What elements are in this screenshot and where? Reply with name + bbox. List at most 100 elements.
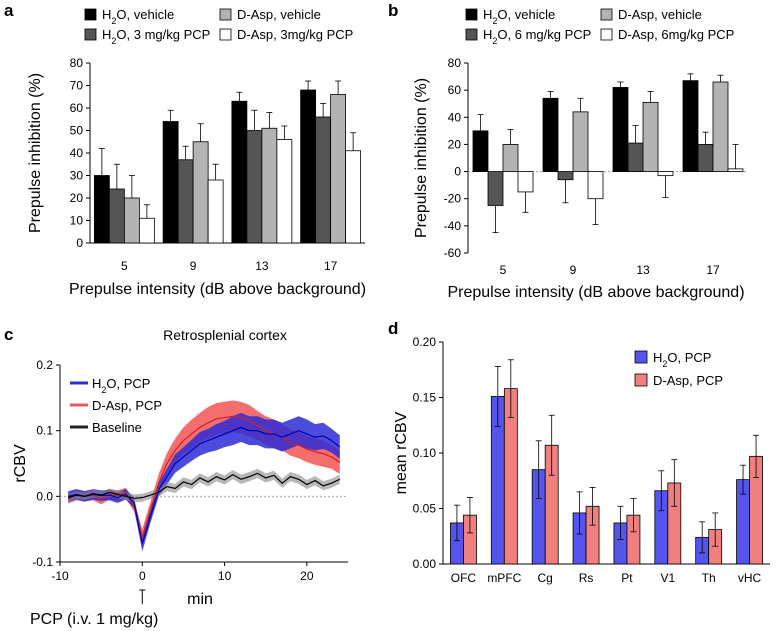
panel-d-category-label: Cg: [538, 571, 553, 585]
panel-a-y-tick-label: 60: [70, 101, 84, 115]
panel-a-y-tick-label: 80: [70, 56, 84, 70]
panel-b-legend-label: D-Asp, 6mg/kg PCP: [618, 27, 734, 42]
panel-c-y-tick-label: 0.1: [36, 424, 53, 438]
panel-d-category-label: mPFC: [487, 571, 521, 585]
panel-b-bar: [613, 87, 628, 171]
panel-a-y-tick-label: 0: [76, 236, 83, 250]
panel-d-legend-label: H2O, PCP: [653, 350, 711, 369]
panel-a-bar: [94, 176, 109, 244]
panel-b-legend-label: D-Asp, vehicle: [618, 7, 702, 22]
panel-d-category-label: V1: [660, 571, 675, 585]
panel-b-category-label: 17: [706, 263, 720, 277]
figure: a bc d010203040506070805 9 13 17Prepulse inte…: [0, 0, 776, 631]
panel-b-y-tick-label: -20: [444, 192, 462, 206]
panel-letter-c: c: [4, 325, 13, 344]
panel-a-y-tick-label: 70: [70, 79, 84, 93]
panel-c-x-label: min: [187, 591, 213, 608]
panel-d-y-tick-label: 0.05: [413, 502, 437, 516]
panel-letter-b: b: [388, 1, 398, 20]
panel-c-legend-label: D-Asp, PCP: [92, 398, 162, 413]
panel-a-legend-swatch: [85, 29, 96, 40]
panel-a-y-tick-label: 20: [70, 191, 84, 205]
panel-b-legend-swatch: [601, 9, 612, 20]
panel-b-bar: [698, 144, 713, 171]
panel-d-y-tick-label: 0.20: [413, 335, 437, 349]
panel-d-category-label: Pt: [621, 571, 633, 585]
panel-b-bar: [518, 172, 533, 192]
panel-b-bar: [558, 172, 573, 180]
panel-a-bar: [178, 160, 193, 243]
panel-b-bar: [658, 172, 673, 176]
panel-b-bar: [543, 98, 558, 171]
panel-a-legend-label: H2O, 3 mg/kg PCP: [102, 27, 210, 46]
panel-d-y-label: mean rCBV: [393, 411, 410, 494]
panel-d-y-tick-label: 0.15: [413, 391, 437, 405]
panel-a-bar: [232, 101, 247, 243]
panel-b-bar: [573, 112, 588, 172]
panel-b-bar: [588, 172, 603, 199]
panel-b-category-label: 13: [636, 263, 650, 277]
panel-a-bar: [163, 122, 178, 244]
panel-a-category-label: 9: [190, 259, 197, 273]
panel-b-bar: [683, 81, 698, 172]
panel-c-x-tick-label: -10: [51, 569, 69, 583]
panel-a-category-label: 17: [324, 259, 338, 273]
panel-a-legend-swatch: [220, 9, 231, 20]
panel-d-category-label: Rs: [579, 571, 594, 585]
panel-b-bar: [728, 169, 743, 172]
panel-c-x-tick-label: 10: [218, 569, 232, 583]
panel-d-legend-swatch: [635, 351, 647, 363]
panel-letter-d: d: [388, 319, 398, 338]
panel-a-bar: [109, 189, 124, 243]
panel-b-category-label: 5: [500, 263, 507, 277]
panel-c-legend-label: Baseline: [92, 420, 142, 435]
panel-b-legend-swatch: [466, 9, 477, 20]
panel-a-category-label: 5: [121, 259, 128, 273]
panel-a-bar: [139, 218, 154, 243]
panel-a-bar: [208, 180, 223, 243]
panel-b-bar: [628, 143, 643, 172]
panel-a-bar: [193, 142, 208, 243]
panel-b-y-tick-label: 60: [448, 83, 462, 97]
panel-a-bar: [262, 128, 277, 243]
panel-c-x-tick-label: 0: [139, 569, 146, 583]
panel-a-y-tick-label: 50: [70, 124, 84, 138]
panel-a-category-label: 13: [255, 259, 269, 273]
panel-letter-a: a: [4, 1, 14, 20]
panel-a-bar: [277, 140, 292, 244]
panel-a-legend-label: D-Asp, 3mg/kg PCP: [237, 27, 353, 42]
panel-a-x-label: Prepulse intensity (dB above background): [69, 281, 366, 298]
panel-b-y-tick-label: 0: [454, 165, 461, 179]
panel-d-category-label: Th: [702, 571, 716, 585]
panel-c-y-tick-label: 0.0: [36, 489, 53, 503]
panel-b-bar: [488, 172, 503, 206]
panel-c-y-tick-label: 0.2: [36, 358, 53, 372]
panel-c-legend-label: H2O, PCP: [92, 376, 150, 395]
panel-c-y-tick-label: -0.1: [32, 555, 53, 569]
panel-a-bar: [124, 198, 139, 243]
panel-c-annotation: PCP (i.v. 1 mg/kg): [30, 611, 158, 628]
panel-c-x-tick-label: 20: [300, 569, 314, 583]
panel-a-y-label: Prepulse inhibition (%): [27, 73, 44, 233]
panel-a-legend-label: D-Asp, vehicle: [237, 7, 321, 22]
panel-b-bar: [643, 102, 658, 171]
panel-b-y-tick-label: 80: [448, 56, 462, 70]
panel-a-y-tick-label: 10: [70, 214, 84, 228]
panel-b-y-tick-label: 40: [448, 110, 462, 124]
panel-d-legend-label: D-Asp, PCP: [653, 373, 723, 388]
panel-c-y-label: rCBV: [12, 444, 29, 483]
panel-d-y-tick-label: 0.10: [413, 446, 437, 460]
panel-b-bar: [503, 144, 518, 171]
panel-d-category-label: vHC: [738, 571, 762, 585]
panel-a-legend-label: H2O, vehicle: [102, 7, 174, 26]
panel-d-y-tick-label: 0.00: [413, 557, 437, 571]
panel-a-y-tick-label: 30: [70, 169, 84, 183]
panel-b-x-label: Prepulse intensity (dB above background): [447, 284, 744, 301]
panel-b-bar: [473, 131, 488, 172]
panel-b-legend-label: H2O, 6 mg/kg PCP: [483, 27, 591, 46]
panel-c-title: Retrosplenial cortex: [163, 327, 287, 343]
panel-a-bar: [247, 131, 262, 244]
panel-a-y-tick-label: 40: [70, 146, 84, 160]
panel-a-bar: [316, 117, 331, 243]
panel-b-legend-swatch: [466, 29, 477, 40]
